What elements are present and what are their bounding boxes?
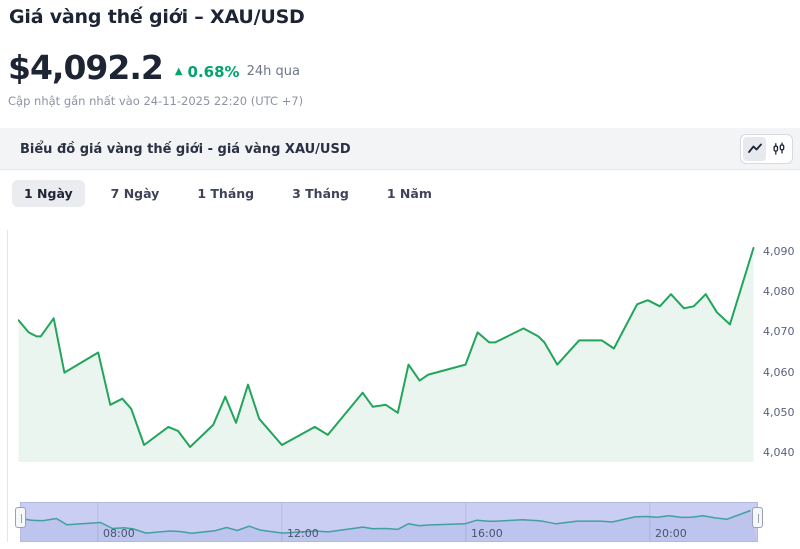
line-chart-icon [747,141,763,157]
main-price-chart[interactable] [18,230,760,478]
y-axis-label: 4,070 [763,325,795,338]
range-navigator[interactable]: 08:00 12:00 16:00 20:00 [20,502,758,542]
navigator-time-label: 08:00 [103,527,135,540]
navigator-price-line [21,509,751,535]
current-price: $4,092.2 [8,48,164,87]
navigator-left-handle[interactable] [15,507,26,528]
chart-price-line [18,247,755,448]
navigator-time-label: 12:00 [287,527,319,540]
tab-1-ngay[interactable]: 1 Ngày [12,180,85,207]
navigator-area-fill [21,510,757,541]
line-chart-button[interactable] [743,137,766,161]
candlestick-chart-button[interactable] [767,137,790,161]
tab-1-nam[interactable]: 1 Năm [386,186,432,201]
handle-grip-icon [20,514,22,523]
price-row: $4,092.2 ▲ 0.68% 24h qua [8,48,300,87]
y-axis-label: 4,040 [763,446,795,459]
up-arrow-icon: ▲ [174,66,183,77]
price-change: ▲ 0.68% 24h qua [175,63,300,81]
navigator-time-label: 16:00 [471,527,503,540]
page-title: Giá vàng thế giới – XAU/USD [9,6,305,28]
period-tabs: 1 Ngày 7 Ngày 1 Tháng 3 Tháng 1 Năm [12,180,458,207]
chart-card-header: Biểu đồ giá vàng thế giới - giá vàng XAU… [0,128,800,170]
change-percent: 0.68% [187,62,240,81]
tab-3-thang[interactable]: 3 Tháng [292,186,349,201]
y-axis-label: 4,060 [763,366,795,379]
tab-7-ngay[interactable]: 7 Ngày [110,186,160,201]
change-period-label: 24h qua [246,64,300,79]
y-axis-label: 4,050 [763,406,795,419]
navigator-time-label: 20:00 [655,527,687,540]
y-axis-label: 4,090 [763,245,795,258]
tab-1-thang[interactable]: 1 Tháng [197,186,255,201]
chart-area-fill [18,248,754,462]
chart-card-title: Biểu đồ giá vàng thế giới - giá vàng XAU… [20,142,351,157]
candlestick-icon [771,141,787,157]
handle-grip-icon [757,514,759,523]
y-axis-label: 4,080 [763,285,795,298]
last-updated-text: Cập nhật gần nhất vào 24-11-2025 22:20 (… [8,94,304,108]
chart-type-toggle [740,134,793,164]
navigator-right-handle[interactable] [752,507,763,528]
plot-left-axis-line [7,230,8,542]
